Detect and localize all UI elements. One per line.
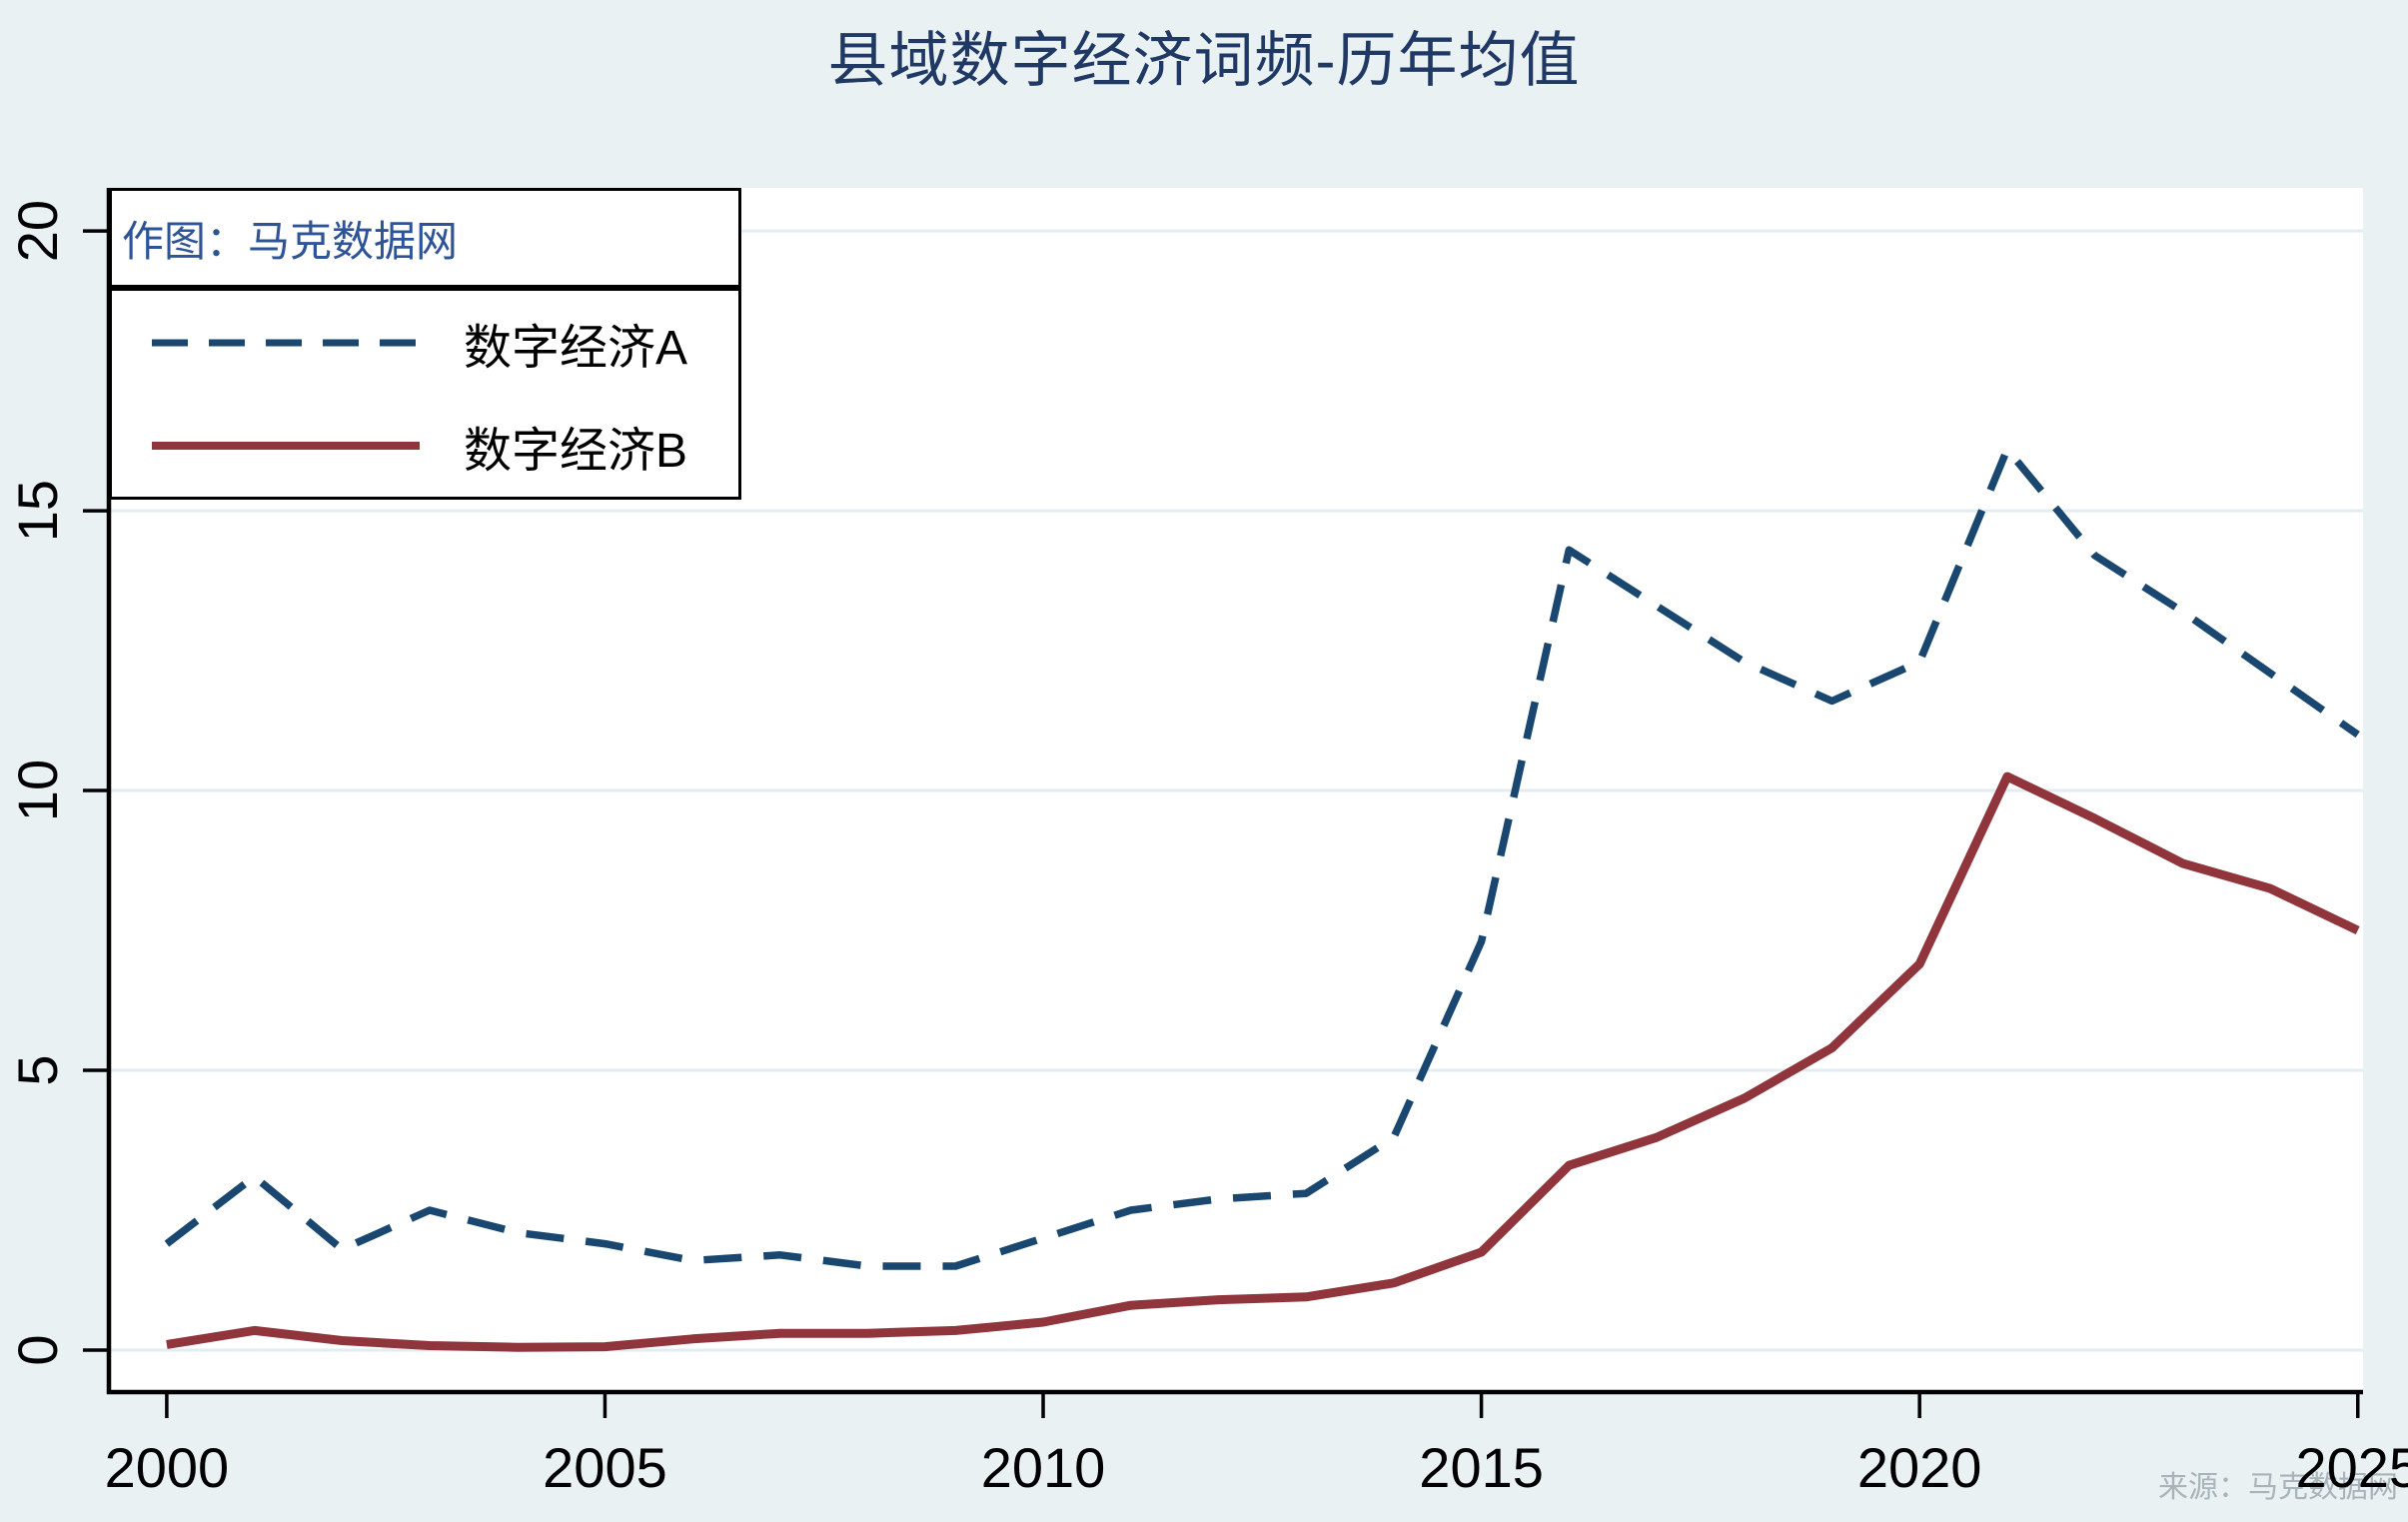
series-line-数字经济A: [164, 445, 2360, 1270]
y-tick-label-10: 10: [6, 760, 69, 821]
legend-label-series-a: 数字经济A: [464, 321, 688, 375]
series-line-数字经济B: [166, 771, 2360, 1352]
x-tick-label-2025: 2025: [2295, 1436, 2408, 1499]
source-watermark: 来源：马克数据网: [2158, 1471, 2398, 1504]
tick-labels: 0 5 10 15 20 2000 2005 2010 2015 2020 2025: [6, 200, 2408, 1499]
y-tick-label-15: 15: [6, 480, 69, 542]
x-tick-label-2005: 2005: [543, 1436, 667, 1499]
legend-item-series-b: 数字经济B: [112, 411, 738, 481]
x-tick-label-2015: 2015: [1419, 1436, 1544, 1499]
series-lines: [164, 445, 2360, 1352]
solid-line-sample-icon: [152, 441, 420, 450]
x-tick-label-2000: 2000: [105, 1436, 230, 1499]
chart-title: 县域数字经济词频-历年均值: [827, 27, 1581, 94]
legend-item-series-a: 数字经济A: [112, 308, 738, 378]
tick-marks: [83, 229, 2360, 1418]
y-tick-label-0: 0: [6, 1334, 69, 1365]
x-tick-label-2020: 2020: [1857, 1436, 1982, 1499]
y-tick-label-20: 20: [6, 200, 69, 262]
annotation-text: 作图：马克数据网: [122, 217, 459, 265]
annotation-box: 作图：马克数据网: [109, 188, 741, 288]
legend-label-series-b: 数字经济B: [464, 424, 688, 478]
y-tick-label-5: 5: [6, 1054, 69, 1085]
legend: 数字经济A 数字经济B: [109, 288, 741, 500]
dashed-line-sample-icon: [152, 339, 420, 346]
x-tick-label-2010: 2010: [981, 1436, 1106, 1499]
